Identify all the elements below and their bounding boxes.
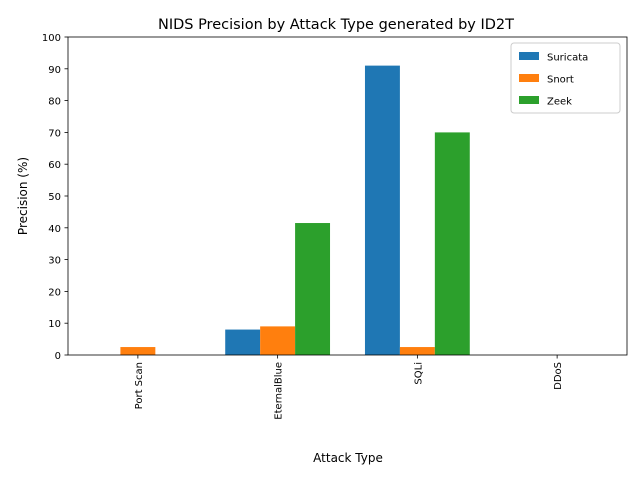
legend-swatch-snort bbox=[519, 74, 539, 82]
x-axis-label: Attack Type bbox=[313, 451, 383, 465]
plot-area: 0 10 20 30 40 50 60 70 80 90 100 Port Scan EternalBl… bbox=[42, 33, 628, 420]
y-tick-label: 40 bbox=[48, 224, 61, 235]
x-tick-label: SQLi bbox=[413, 362, 424, 385]
legend: Suricata Snort Zeek bbox=[510, 42, 621, 114]
bar-suricata-sqli bbox=[364, 65, 400, 356]
x-tick-label: Port Scan bbox=[134, 362, 145, 409]
legend-swatch-suricata bbox=[519, 52, 539, 60]
legend-label-suricata: Suricata bbox=[547, 53, 588, 64]
y-tick-label: 50 bbox=[48, 192, 61, 203]
chart-title: NIDS Precision by Attack Type generated … bbox=[158, 17, 514, 33]
y-tick-label: 70 bbox=[48, 128, 61, 139]
legend-swatch-zeek bbox=[519, 96, 539, 104]
bar-zeek-sqli bbox=[434, 132, 470, 355]
bar-snort-sqli bbox=[399, 347, 435, 355]
legend-label-snort: Snort bbox=[547, 75, 574, 86]
y-tick-label: 0 bbox=[55, 351, 61, 362]
bar-snort-eternalblue bbox=[260, 326, 296, 355]
y-tick-label: 10 bbox=[48, 319, 61, 330]
x-tick-label: EternalBlue bbox=[274, 362, 285, 420]
y-tick-label: 20 bbox=[48, 287, 61, 298]
bar-snort-port-scan bbox=[120, 347, 156, 355]
legend-label-zeek: Zeek bbox=[547, 97, 572, 108]
x-tick-label: DDoS bbox=[553, 362, 564, 390]
bar-zeek-eternalblue bbox=[295, 223, 331, 355]
y-axis-label: Precision (%) bbox=[16, 157, 30, 235]
y-tick-label: 60 bbox=[48, 160, 61, 171]
y-tick-label: 90 bbox=[48, 65, 61, 76]
y-tick-label: 30 bbox=[48, 256, 61, 267]
y-tick-label: 80 bbox=[48, 97, 61, 108]
legend-box bbox=[510, 42, 621, 114]
y-tick-label: 100 bbox=[42, 33, 61, 44]
bar-suricata-eternalblue bbox=[225, 329, 261, 355]
